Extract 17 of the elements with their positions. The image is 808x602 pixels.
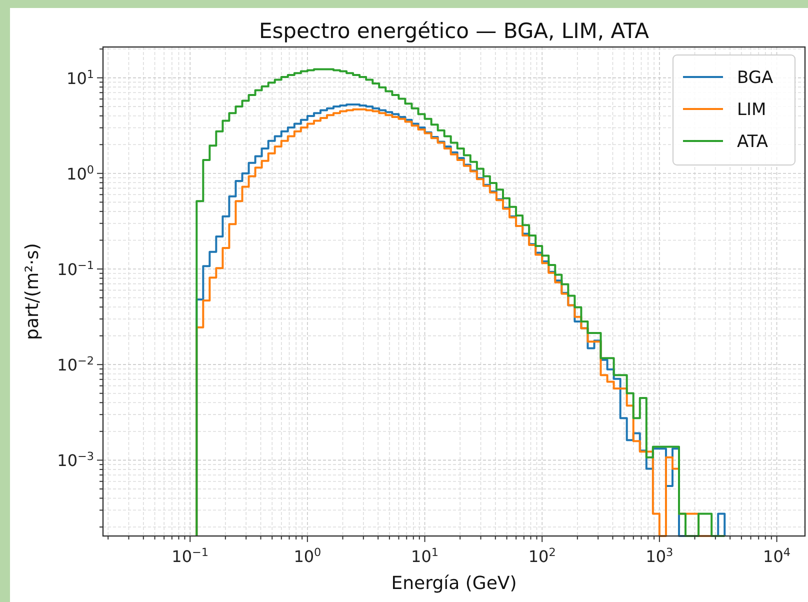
x-tick-label: 10$^{4}$ <box>763 546 791 566</box>
x-tick-label: 10$^{2}$ <box>528 546 556 566</box>
chart-title: Espectro energético — BGA, LIM, ATA <box>258 19 650 43</box>
y-tick-label: 10$^{−1}$ <box>57 258 94 279</box>
y-tick-label: 10$^{0}$ <box>66 162 94 184</box>
x-tick-label: 10$^{0}$ <box>294 546 322 566</box>
y-tick-label: 10$^{−3}$ <box>57 450 94 470</box>
y-tick-label: 10$^{1}$ <box>66 67 94 88</box>
y-tick-label: 10$^{−2}$ <box>57 354 94 375</box>
x-axis-title: Energía (GeV) <box>391 573 517 594</box>
y-axis-title: part/(m²·s) <box>22 243 43 340</box>
x-tick-label: 10$^{−1}$ <box>172 546 209 566</box>
legend-label: LIM <box>737 100 766 120</box>
legend-label: ATA <box>737 132 768 152</box>
x-tick-label: 10$^{3}$ <box>646 546 674 566</box>
legend-label: BGA <box>737 68 774 88</box>
x-tick-label: 10$^{1}$ <box>411 546 439 566</box>
